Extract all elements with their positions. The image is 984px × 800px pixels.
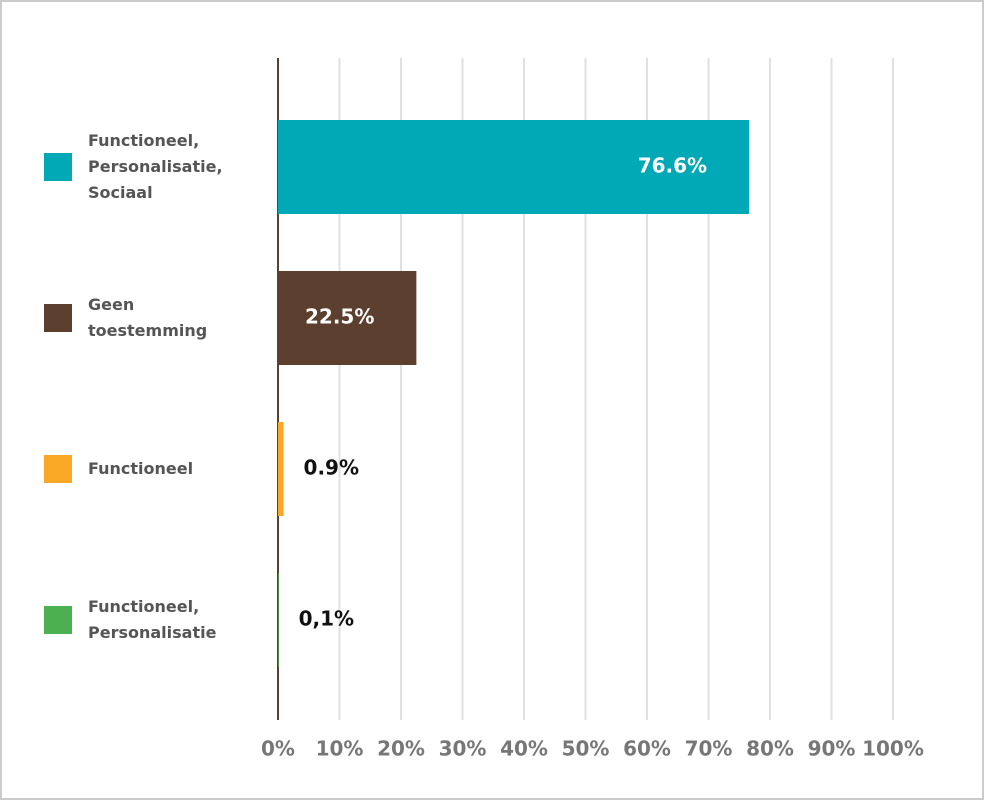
- bar: [278, 120, 750, 214]
- x-tick-label: 40%: [500, 737, 548, 761]
- x-tick-label: 100%: [862, 737, 924, 761]
- x-tick-label: 80%: [746, 737, 794, 761]
- x-tick-label: 90%: [808, 737, 856, 761]
- legend-swatch: [44, 153, 72, 181]
- bar: [278, 573, 279, 667]
- x-tick-label: 0%: [261, 737, 295, 761]
- category-label: Functioneel: [88, 459, 194, 478]
- legend-swatch: [44, 606, 72, 634]
- data-label: 22.5%: [305, 305, 374, 329]
- legend-swatch: [44, 304, 72, 332]
- x-tick-label: 50%: [562, 737, 610, 761]
- category-label: Functioneel, Personalisatie, Sociaal: [88, 131, 223, 202]
- bar: [278, 271, 417, 365]
- data-label: 0,1%: [299, 607, 354, 631]
- x-tick-label: 60%: [623, 737, 671, 761]
- x-tick-label: 20%: [377, 737, 425, 761]
- x-tick-label: 10%: [316, 737, 364, 761]
- data-label: 76.6%: [638, 154, 707, 178]
- x-tick-label: 30%: [439, 737, 487, 761]
- category-label: Geen toestemming: [88, 295, 208, 340]
- data-label: 0.9%: [304, 456, 359, 480]
- category-label: Functioneel, Personalisatie: [88, 597, 217, 642]
- legend-swatch: [44, 455, 72, 483]
- bar: [278, 422, 284, 516]
- x-tick-label: 70%: [685, 737, 733, 761]
